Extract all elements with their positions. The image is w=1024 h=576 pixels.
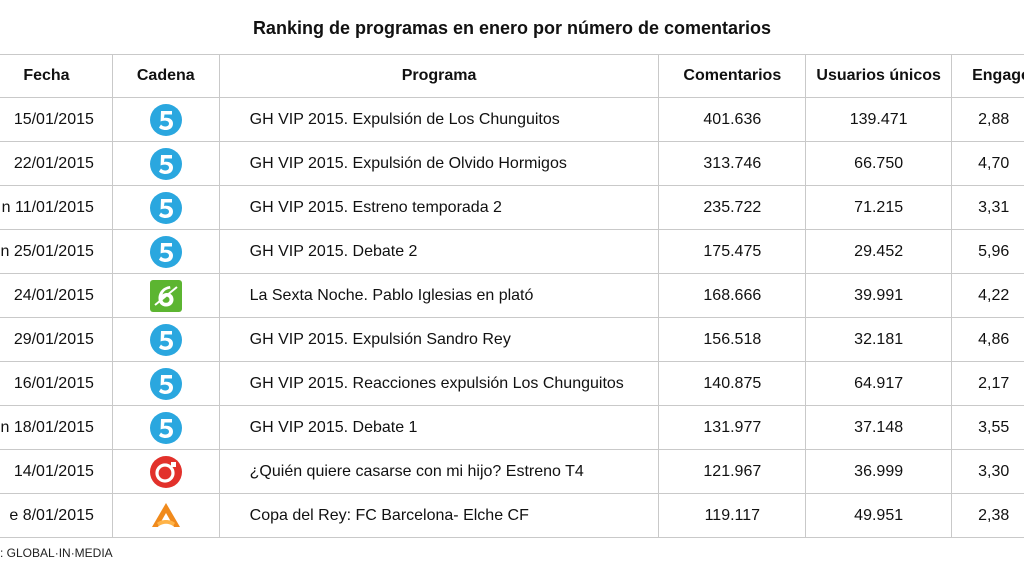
cell-usuarios: 39.991 <box>805 273 953 318</box>
cell-cadena <box>111 97 220 142</box>
cell-engagement: 3,30 <box>951 449 1024 494</box>
telecinco-logo-icon <box>149 103 183 137</box>
cell-programa: La Sexta Noche. Pablo Iglesias en plató <box>218 273 660 318</box>
table-row: 15/01/2015 GH VIP 2015. Expulsión de Los… <box>0 97 1024 142</box>
cell-cadena <box>111 493 220 538</box>
telecinco-logo-icon <box>149 147 183 181</box>
antena3-logo-icon <box>149 499 183 533</box>
cell-fecha: n 18/01/2015 <box>0 405 113 450</box>
cell-fecha: e 8/01/2015 <box>0 493 113 538</box>
cell-fecha: 16/01/2015 <box>0 361 113 406</box>
cell-usuarios: 49.951 <box>805 493 953 538</box>
cell-fecha: 22/01/2015 <box>0 141 113 186</box>
ranking-table: Fecha Cadena Programa Comentarios Usuari… <box>0 54 1024 538</box>
lasexta-logo-icon <box>149 279 183 313</box>
cell-usuarios: 36.999 <box>805 449 953 494</box>
cell-programa: GH VIP 2015. Estreno temporada 2 <box>218 185 660 230</box>
cell-cadena <box>111 141 220 186</box>
header-programa: Programa <box>218 54 660 98</box>
cell-usuarios: 32.181 <box>805 317 953 362</box>
cell-usuarios: 37.148 <box>805 405 953 450</box>
cell-comentarios: 168.666 <box>658 273 807 318</box>
telecinco-logo-icon <box>149 411 183 445</box>
cell-programa: ¿Quién quiere casarse con mi hijo? Estre… <box>218 449 660 494</box>
table-row: 16/01/2015 GH VIP 2015. Reacciones expul… <box>0 361 1024 406</box>
cell-engagement: 4,70 <box>951 141 1024 186</box>
cell-cadena <box>111 229 220 274</box>
header-usuarios: Usuarios únicos <box>805 54 953 98</box>
cuatro-logo-icon <box>149 455 183 489</box>
cell-cadena <box>111 449 220 494</box>
cell-programa: GH VIP 2015. Expulsión de Olvido Hormigo… <box>218 141 660 186</box>
table-title: Ranking de programas en enero por número… <box>252 18 772 38</box>
header-comentarios: Comentarios <box>658 54 807 98</box>
cell-engagement: 3,31 <box>951 185 1024 230</box>
cell-usuarios: 71.215 <box>805 185 953 230</box>
cell-comentarios: 119.117 <box>658 493 807 538</box>
cell-comentarios: 235.722 <box>658 185 807 230</box>
cell-usuarios: 66.750 <box>805 141 953 186</box>
header-fecha: Fecha <box>0 54 113 98</box>
cell-engagement: 3,55 <box>951 405 1024 450</box>
cell-usuarios: 64.917 <box>805 361 953 406</box>
telecinco-logo-icon <box>149 323 183 357</box>
telecinco-logo-icon <box>149 235 183 269</box>
cell-engagement: 2,17 <box>951 361 1024 406</box>
header-row: Fecha Cadena Programa Comentarios Usuari… <box>0 54 1024 98</box>
cell-engagement: 2,38 <box>951 493 1024 538</box>
cell-comentarios: 131.977 <box>658 405 807 450</box>
cell-fecha: 14/01/2015 <box>0 449 113 494</box>
cell-fecha: n 11/01/2015 <box>0 185 113 230</box>
cell-engagement: 4,86 <box>951 317 1024 362</box>
table-row: 29/01/2015 GH VIP 2015. Expulsión Sandro… <box>0 317 1024 362</box>
table-row: 24/01/2015 La Sexta Noche. Pablo Iglesia… <box>0 273 1024 318</box>
table-row: n 18/01/2015 GH VIP 2015. Debate 1 131.9… <box>0 405 1024 450</box>
cell-engagement: 5,96 <box>951 229 1024 274</box>
table-row: n 25/01/2015 GH VIP 2015. Debate 2 175.4… <box>0 229 1024 274</box>
telecinco-logo-icon <box>149 367 183 401</box>
cell-programa: Copa del Rey: FC Barcelona- Elche CF <box>218 493 660 538</box>
cell-engagement: 4,22 <box>951 273 1024 318</box>
cell-programa: GH VIP 2015. Debate 2 <box>218 229 660 274</box>
cell-comentarios: 140.875 <box>658 361 807 406</box>
cell-fecha: 24/01/2015 <box>0 273 113 318</box>
cell-cadena <box>111 405 220 450</box>
cell-comentarios: 156.518 <box>658 317 807 362</box>
cell-usuarios: 29.452 <box>805 229 953 274</box>
cell-usuarios: 139.471 <box>805 97 953 142</box>
ranking-table-container: Fecha Cadena Programa Comentarios Usuari… <box>0 54 1024 538</box>
source-footer: : GLOBAL·IN·MEDIA <box>0 546 113 560</box>
cell-programa: GH VIP 2015. Reacciones expulsión Los Ch… <box>218 361 660 406</box>
cell-cadena <box>111 317 220 362</box>
header-engagement: Engager <box>951 54 1024 98</box>
cell-cadena <box>111 185 220 230</box>
cell-programa: GH VIP 2015. Expulsión Sandro Rey <box>218 317 660 362</box>
cell-comentarios: 401.636 <box>658 97 807 142</box>
table-row: n 11/01/2015 GH VIP 2015. Estreno tempor… <box>0 185 1024 230</box>
header-cadena: Cadena <box>111 54 220 98</box>
table-row: 14/01/2015 ¿Quién quiere casarse con mi … <box>0 449 1024 494</box>
cell-fecha: 29/01/2015 <box>0 317 113 362</box>
cell-cadena <box>111 273 220 318</box>
cell-cadena <box>111 361 220 406</box>
telecinco-logo-icon <box>149 191 183 225</box>
cell-engagement: 2,88 <box>951 97 1024 142</box>
table-body: 15/01/2015 GH VIP 2015. Expulsión de Los… <box>0 97 1024 538</box>
table-row: 22/01/2015 GH VIP 2015. Expulsión de Olv… <box>0 141 1024 186</box>
cell-programa: GH VIP 2015. Expulsión de Los Chunguitos <box>218 97 660 142</box>
cell-fecha: 15/01/2015 <box>0 97 113 142</box>
cell-comentarios: 175.475 <box>658 229 807 274</box>
cell-fecha: n 25/01/2015 <box>0 229 113 274</box>
cell-comentarios: 313.746 <box>658 141 807 186</box>
table-row: e 8/01/2015 Copa del Rey: FC Barcelona- … <box>0 493 1024 538</box>
cell-comentarios: 121.967 <box>658 449 807 494</box>
cell-programa: GH VIP 2015. Debate 1 <box>218 405 660 450</box>
